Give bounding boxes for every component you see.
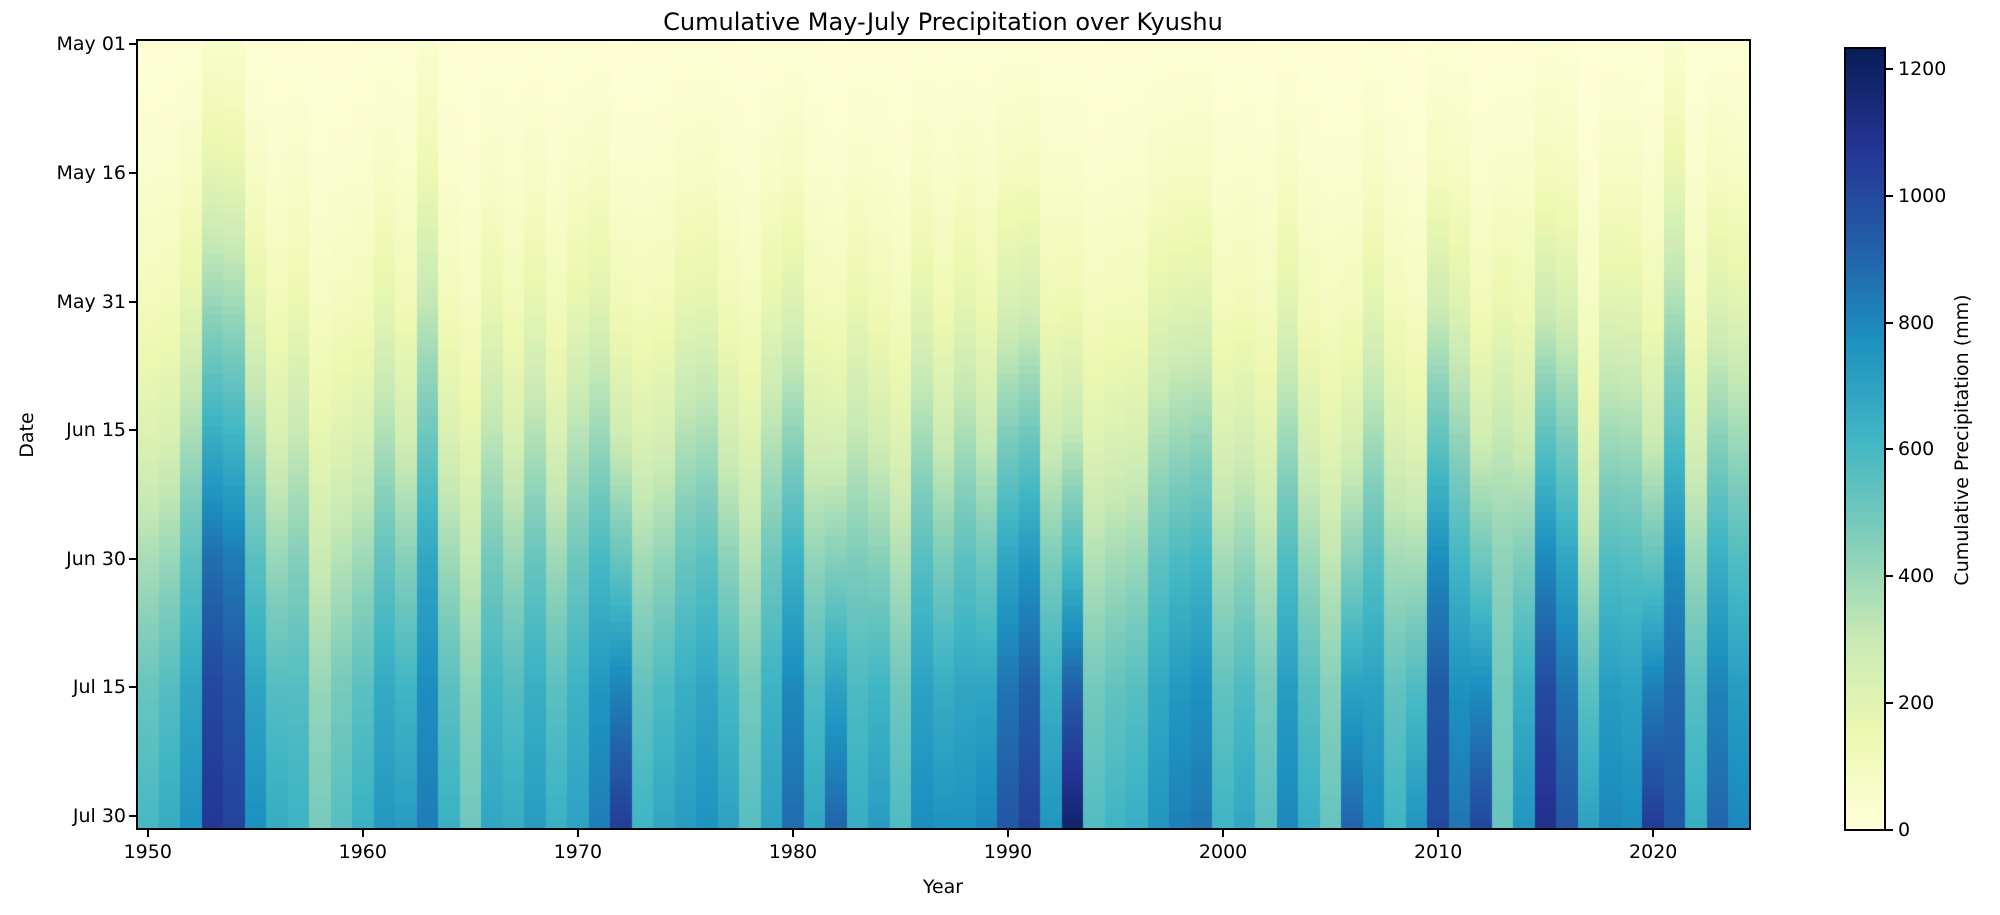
colorbar-tick-label: 800: [1898, 311, 1935, 334]
colorbar-label: Cumulative Precipitation (mm): [1951, 294, 1973, 586]
y-tick-mark: [129, 429, 136, 432]
colorbar-tick-mark: [1886, 448, 1893, 451]
x-tick-label: 1950: [123, 841, 172, 863]
colorbar-tick-label: 0: [1898, 819, 1911, 841]
x-tick-label: 1960: [338, 841, 387, 863]
x-tick-label: 2010: [1413, 841, 1463, 863]
x-tick-label: 2000: [1198, 841, 1248, 863]
y-tick-label: Jul 15: [72, 676, 126, 699]
colorbar-tick-mark: [1886, 575, 1893, 578]
x-tick-label: 1970: [553, 841, 603, 863]
y-tick-label: Jun 30: [66, 547, 126, 570]
colorbar-tick-label: 1200: [1898, 57, 1947, 80]
x-tick-mark: [1007, 830, 1010, 837]
x-tick-mark: [361, 830, 364, 837]
heatmap-canvas: [137, 40, 1750, 829]
x-tick-label: 1990: [983, 841, 1033, 863]
colorbar-tick-mark: [1886, 321, 1893, 324]
y-tick-mark: [129, 43, 136, 46]
colorbar-tick-label: 600: [1898, 438, 1935, 461]
y-tick-mark: [129, 815, 136, 818]
y-tick-label: Jun 15: [66, 419, 126, 442]
y-axis-label: Date: [16, 412, 38, 458]
chart-title: Cumulative May-July Precipitation over K…: [663, 8, 1223, 36]
x-tick-mark: [576, 830, 579, 837]
y-tick-mark: [129, 300, 136, 303]
colorbar-tick-label: 1000: [1898, 184, 1947, 207]
colorbar-canvas: [1845, 48, 1885, 830]
y-tick-label: May 16: [56, 161, 127, 184]
colorbar-tick-label: 200: [1898, 692, 1935, 715]
y-tick-label: May 01: [56, 33, 127, 56]
x-tick-label: 1980: [768, 841, 818, 863]
colorbar-tick-label: 400: [1898, 565, 1935, 588]
x-tick-mark: [1652, 830, 1655, 837]
x-tick-mark: [1222, 830, 1225, 837]
x-tick-mark: [791, 830, 794, 837]
x-tick-mark: [1437, 830, 1440, 837]
y-tick-label: May 31: [56, 290, 127, 313]
x-tick-label: 2020: [1629, 841, 1678, 863]
y-tick-mark: [129, 686, 136, 689]
colorbar-tick-mark: [1886, 829, 1893, 831]
colorbar-tick-mark: [1886, 194, 1893, 197]
y-tick-label: Jul 30: [72, 805, 126, 828]
y-tick-mark: [129, 557, 136, 560]
colorbar-tick-mark: [1886, 67, 1893, 70]
x-tick-mark: [146, 830, 149, 837]
y-tick-mark: [129, 171, 136, 174]
x-axis-label: Year: [922, 876, 964, 898]
colorbar-tick-mark: [1886, 702, 1893, 705]
